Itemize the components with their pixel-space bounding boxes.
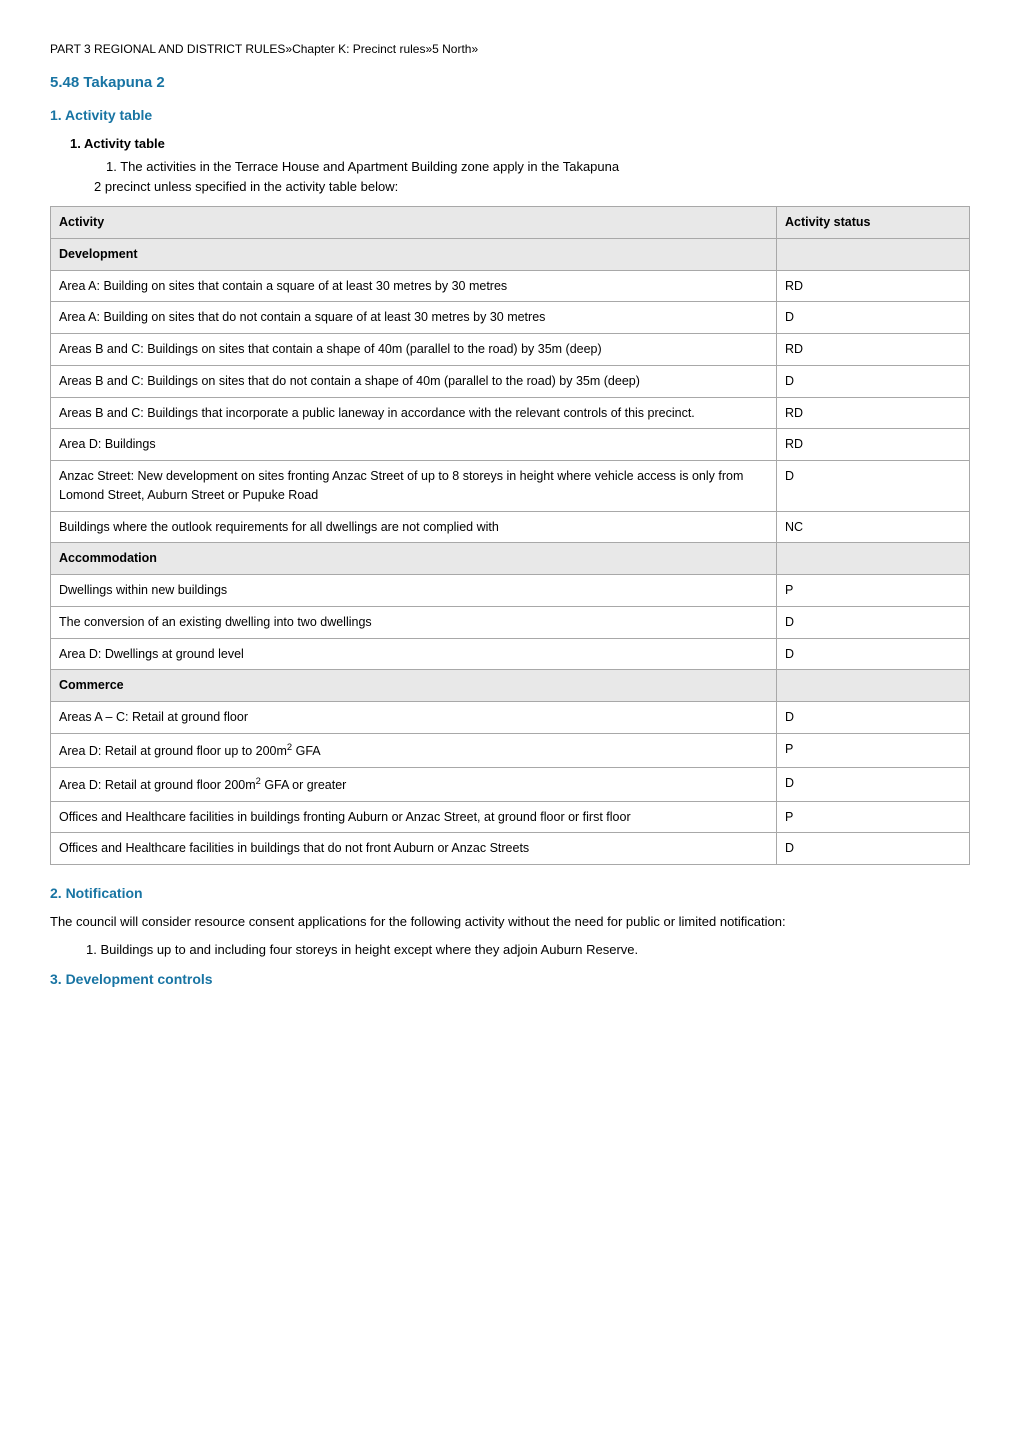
table-status-cell: RD [777, 334, 970, 366]
table-status-cell: D [777, 833, 970, 865]
table-activity-cell: Area D: Retail at ground floor up to 200… [51, 733, 777, 767]
table-activity-cell: Areas B and C: Buildings on sites that d… [51, 365, 777, 397]
table-status-cell: RD [777, 397, 970, 429]
notification-heading: 2. Notification [50, 883, 970, 904]
table-activity-cell: Area D: Dwellings at ground level [51, 638, 777, 670]
table-row: Area D: Retail at ground floor up to 200… [51, 733, 970, 767]
activity-table: Activity Activity status DevelopmentArea… [50, 206, 970, 865]
table-activity-cell: Offices and Healthcare facilities in bui… [51, 801, 777, 833]
table-row: Area A: Building on sites that contain a… [51, 270, 970, 302]
table-status-cell: D [777, 767, 970, 801]
table-activity-cell: Buildings where the outlook requirements… [51, 511, 777, 543]
section-title: 5.48 Takapuna 2 [50, 72, 970, 95]
table-row: Development [51, 238, 970, 270]
table-row: Areas B and C: Buildings on sites that d… [51, 365, 970, 397]
table-activity-cell: The conversion of an existing dwelling i… [51, 606, 777, 638]
activity-sub-heading: 1. Activity table [70, 134, 970, 154]
table-row: Accommodation [51, 543, 970, 575]
table-activity-cell: Offices and Healthcare facilities in bui… [51, 833, 777, 865]
table-status-cell: NC [777, 511, 970, 543]
table-section-empty [777, 238, 970, 270]
table-row: Areas B and C: Buildings on sites that c… [51, 334, 970, 366]
table-activity-cell: Area D: Buildings [51, 429, 777, 461]
table-activity-cell: Area A: Building on sites that do not co… [51, 302, 777, 334]
table-activity-cell: Area D: Retail at ground floor 200m2 GFA… [51, 767, 777, 801]
table-row: Area D: BuildingsRD [51, 429, 970, 461]
table-status-cell: P [777, 733, 970, 767]
table-status-cell: D [777, 606, 970, 638]
table-status-cell: D [777, 302, 970, 334]
table-row: Dwellings within new buildingsP [51, 575, 970, 607]
table-status-cell: D [777, 365, 970, 397]
table-row: Areas A – C: Retail at ground floorD [51, 702, 970, 734]
table-status-cell: P [777, 801, 970, 833]
table-row: Area A: Building on sites that do not co… [51, 302, 970, 334]
table-section-cell: Development [51, 238, 777, 270]
table-row: Anzac Street: New development on sites f… [51, 461, 970, 512]
table-row: Commerce [51, 670, 970, 702]
table-header-activity: Activity [51, 207, 777, 239]
notification-text: The council will consider resource conse… [50, 912, 970, 932]
table-row: The conversion of an existing dwelling i… [51, 606, 970, 638]
table-row: Area D: Retail at ground floor 200m2 GFA… [51, 767, 970, 801]
breadcrumb: PART 3 REGIONAL AND DISTRICT RULES»Chapt… [50, 40, 970, 58]
activity-intro-cont: 2 precinct unless specified in the activ… [94, 177, 970, 197]
activity-intro: 1. The activities in the Terrace House a… [106, 157, 970, 177]
table-row: Area D: Dwellings at ground levelD [51, 638, 970, 670]
table-section-cell: Accommodation [51, 543, 777, 575]
table-section-cell: Commerce [51, 670, 777, 702]
table-row: Areas B and C: Buildings that incorporat… [51, 397, 970, 429]
table-activity-cell: Areas B and C: Buildings on sites that c… [51, 334, 777, 366]
table-status-cell: D [777, 702, 970, 734]
table-activity-cell: Areas A – C: Retail at ground floor [51, 702, 777, 734]
table-row: Buildings where the outlook requirements… [51, 511, 970, 543]
table-status-cell: D [777, 461, 970, 512]
activity-table-heading: 1. Activity table [50, 105, 970, 126]
table-activity-cell: Anzac Street: New development on sites f… [51, 461, 777, 512]
table-activity-cell: Areas B and C: Buildings that incorporat… [51, 397, 777, 429]
table-activity-cell: Area A: Building on sites that contain a… [51, 270, 777, 302]
table-status-cell: P [777, 575, 970, 607]
table-section-empty [777, 543, 970, 575]
table-row: Offices and Healthcare facilities in bui… [51, 833, 970, 865]
table-status-cell: RD [777, 270, 970, 302]
table-status-cell: RD [777, 429, 970, 461]
table-row: Offices and Healthcare facilities in bui… [51, 801, 970, 833]
table-header-status: Activity status [777, 207, 970, 239]
table-status-cell: D [777, 638, 970, 670]
notification-item: 1. Buildings up to and including four st… [86, 940, 970, 960]
table-section-empty [777, 670, 970, 702]
development-controls-heading: 3. Development controls [50, 969, 970, 990]
table-activity-cell: Dwellings within new buildings [51, 575, 777, 607]
